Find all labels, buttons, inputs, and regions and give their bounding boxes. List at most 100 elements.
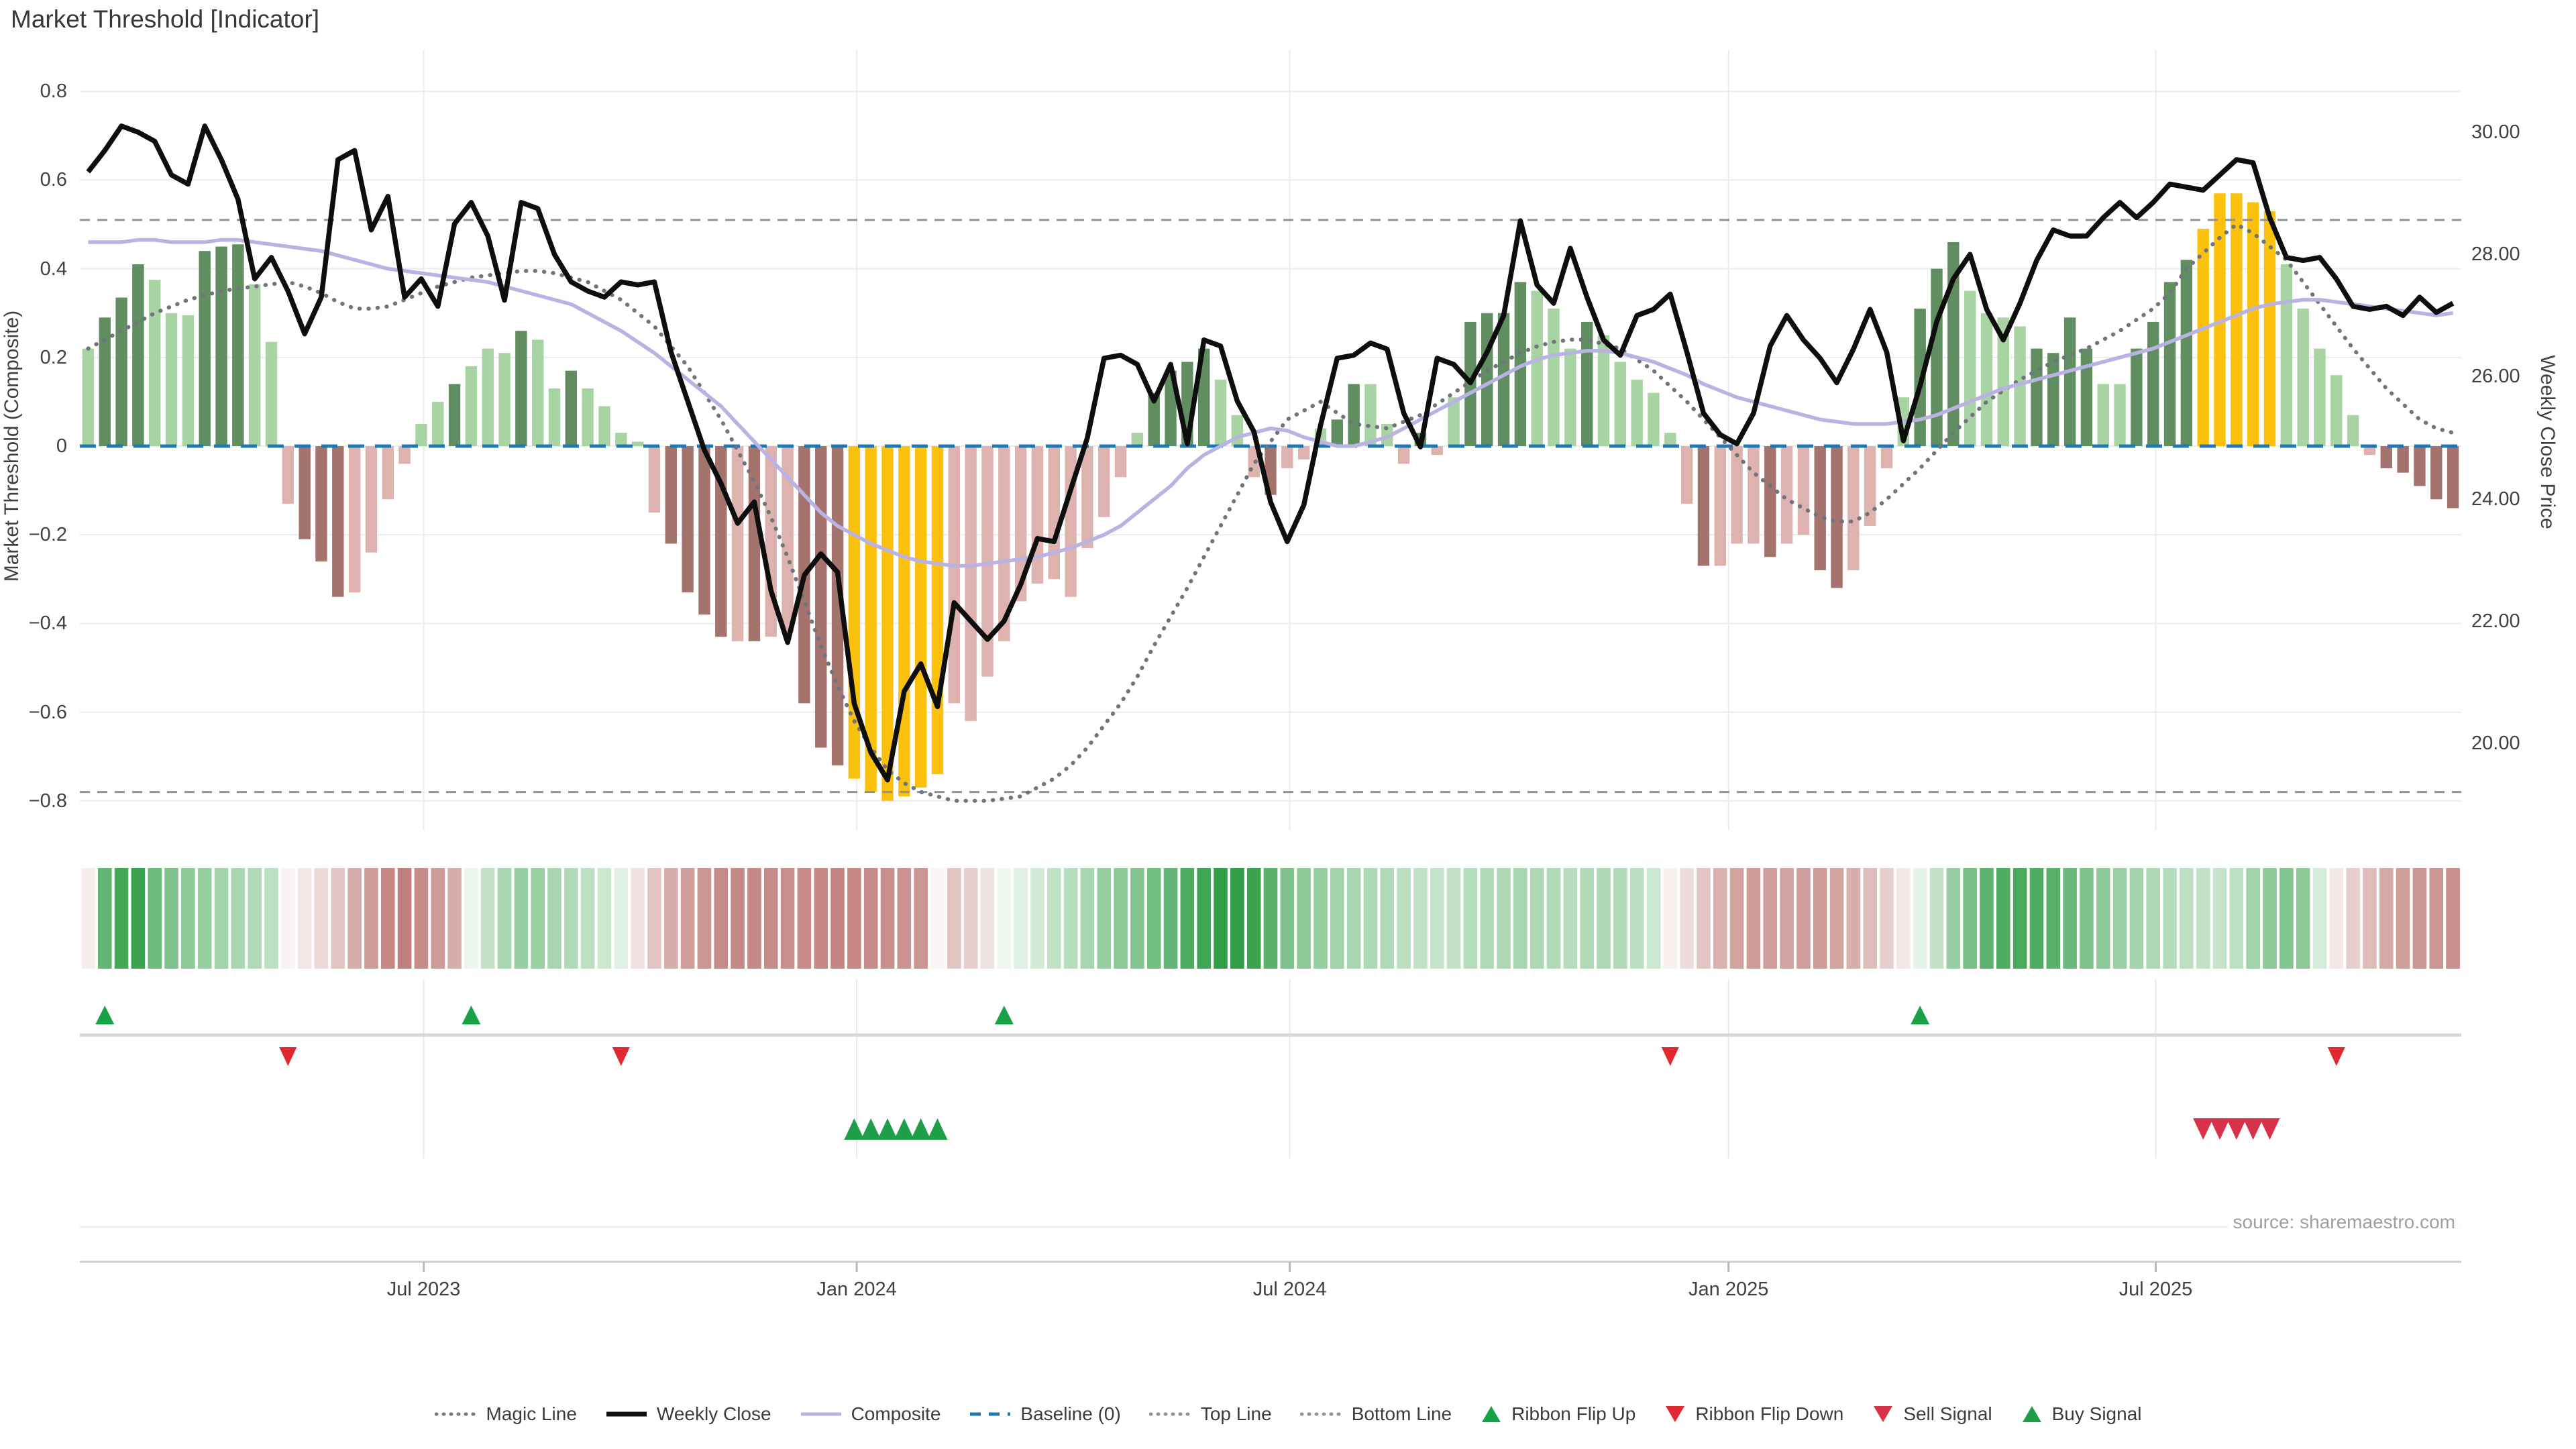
threshold-bar[interactable] (1797, 446, 1810, 535)
threshold-bar[interactable] (182, 315, 195, 446)
ribbon-cell[interactable] (980, 868, 995, 969)
threshold-bar[interactable] (2380, 446, 2392, 469)
ribbon-cell[interactable] (1330, 868, 1344, 969)
ribbon-cell[interactable] (897, 868, 912, 969)
threshold-bar[interactable] (965, 446, 977, 721)
threshold-bar[interactable] (2363, 446, 2376, 455)
ribbon-cell[interactable] (1497, 868, 1511, 969)
threshold-bar[interactable] (1564, 348, 1576, 446)
ribbon-cell[interactable] (1863, 868, 1878, 969)
threshold-bar[interactable] (1780, 446, 1793, 544)
magic-line[interactable] (86, 221, 2455, 803)
ribbon-cell[interactable] (2346, 868, 2360, 969)
threshold-bar[interactable] (1847, 446, 1860, 571)
ribbon-cell[interactable] (914, 868, 928, 969)
threshold-bar[interactable] (548, 388, 561, 446)
threshold-bar[interactable] (1997, 317, 2010, 446)
ribbon-cell[interactable] (1413, 868, 1428, 969)
ribbon-cell[interactable] (647, 868, 661, 969)
ribbon-flip-down-marker[interactable] (1661, 1047, 1679, 1066)
threshold-bar[interactable] (1731, 446, 1743, 544)
threshold-bar[interactable] (1014, 446, 1027, 602)
ribbon-cell[interactable] (1880, 868, 1894, 969)
ribbon-cell[interactable] (2229, 868, 2244, 969)
threshold-bar[interactable] (582, 388, 594, 446)
buy-signal-marker[interactable] (844, 1118, 865, 1140)
threshold-bar[interactable] (2347, 415, 2359, 446)
ribbon-cell[interactable] (2246, 868, 2260, 969)
threshold-bar[interactable] (1697, 446, 1710, 566)
sell-signal-marker[interactable] (2243, 1118, 2263, 1140)
ribbon-cell[interactable] (1846, 868, 1861, 969)
threshold-bar[interactable] (2097, 384, 2109, 446)
threshold-bar[interactable] (981, 446, 994, 677)
ribbon-cell[interactable] (1746, 868, 1761, 969)
threshold-bar[interactable] (1680, 446, 1693, 504)
threshold-bar[interactable] (648, 446, 661, 513)
threshold-bar[interactable] (1831, 446, 1843, 588)
threshold-bar[interactable] (515, 331, 527, 446)
ribbon-cell[interactable] (514, 868, 529, 969)
composite-line[interactable] (88, 237, 2453, 568)
ribbon-cell[interactable] (597, 868, 612, 969)
ribbon-cell[interactable] (1480, 868, 1495, 969)
threshold-bar[interactable] (2063, 317, 2076, 446)
ribbon-cell[interactable] (1929, 868, 1944, 969)
threshold-bar[interactable] (765, 446, 777, 637)
threshold-bar[interactable] (1031, 446, 1044, 584)
ribbon-cell[interactable] (347, 868, 362, 969)
sell-signal-marker[interactable] (2210, 1118, 2231, 1140)
threshold-bar[interactable] (2014, 326, 2026, 446)
ribbon-cell[interactable] (1280, 868, 1295, 969)
threshold-bar[interactable] (348, 446, 361, 593)
ribbon-cell[interactable] (2312, 868, 2327, 969)
ribbon-cell[interactable] (248, 868, 262, 969)
ribbon-cell[interactable] (1980, 868, 1994, 969)
ribbon-cell[interactable] (297, 868, 312, 969)
threshold-bar[interactable] (1397, 446, 1410, 464)
threshold-bar[interactable] (1880, 446, 1893, 469)
legend-item-ribbon-flip-up[interactable]: Ribbon Flip Up (1480, 1403, 1635, 1425)
ribbon-cell[interactable] (2263, 868, 2277, 969)
ribbon-cell[interactable] (1046, 868, 1061, 969)
ribbon-cell[interactable] (1097, 868, 1112, 969)
threshold-bar[interactable] (531, 339, 544, 446)
ribbon-cell[interactable] (547, 868, 561, 969)
ribbon-cell[interactable] (181, 868, 195, 969)
ribbon-cell[interactable] (1663, 868, 1678, 969)
ribbon-cell[interactable] (2329, 868, 2344, 969)
threshold-bar[interactable] (1348, 384, 1360, 446)
ribbon-cell[interactable] (2379, 868, 2394, 969)
threshold-bar[interactable] (565, 370, 578, 446)
ribbon-cell[interactable] (564, 868, 578, 969)
ribbon-cell[interactable] (747, 868, 761, 969)
threshold-bar[interactable] (1864, 446, 1876, 526)
threshold-bar[interactable] (1448, 397, 1460, 446)
threshold-bar[interactable] (1980, 313, 1993, 446)
threshold-bar[interactable] (815, 446, 827, 748)
ribbon-cell[interactable] (114, 868, 129, 969)
threshold-bar[interactable] (1497, 313, 1510, 446)
threshold-bar[interactable] (2231, 193, 2243, 446)
ribbon-cell[interactable] (447, 868, 462, 969)
ribbon-cell[interactable] (1646, 868, 1661, 969)
ribbon-cell[interactable] (531, 868, 545, 969)
ribbon-cell[interactable] (797, 868, 812, 969)
ribbon-cell[interactable] (1946, 868, 1961, 969)
threshold-bar[interactable] (731, 446, 744, 641)
weekly-close-line[interactable] (86, 123, 2455, 783)
ribbon-cell[interactable] (164, 868, 178, 969)
sell-signal-marker[interactable] (2226, 1118, 2247, 1140)
ribbon-flip-up-marker[interactable] (994, 1006, 1014, 1024)
threshold-bar[interactable] (482, 348, 494, 446)
threshold-bar[interactable] (931, 446, 944, 775)
ribbon-cell[interactable] (1346, 868, 1361, 969)
threshold-bar[interactable] (1081, 446, 1093, 549)
threshold-bar[interactable] (682, 446, 694, 593)
threshold-bar[interactable] (2163, 282, 2176, 446)
ribbon-cell[interactable] (2396, 868, 2410, 969)
threshold-bar[interactable] (365, 446, 378, 553)
threshold-bar[interactable] (1481, 313, 1493, 446)
ribbon-cell[interactable] (281, 868, 295, 969)
ribbon-cell[interactable] (1214, 868, 1228, 969)
